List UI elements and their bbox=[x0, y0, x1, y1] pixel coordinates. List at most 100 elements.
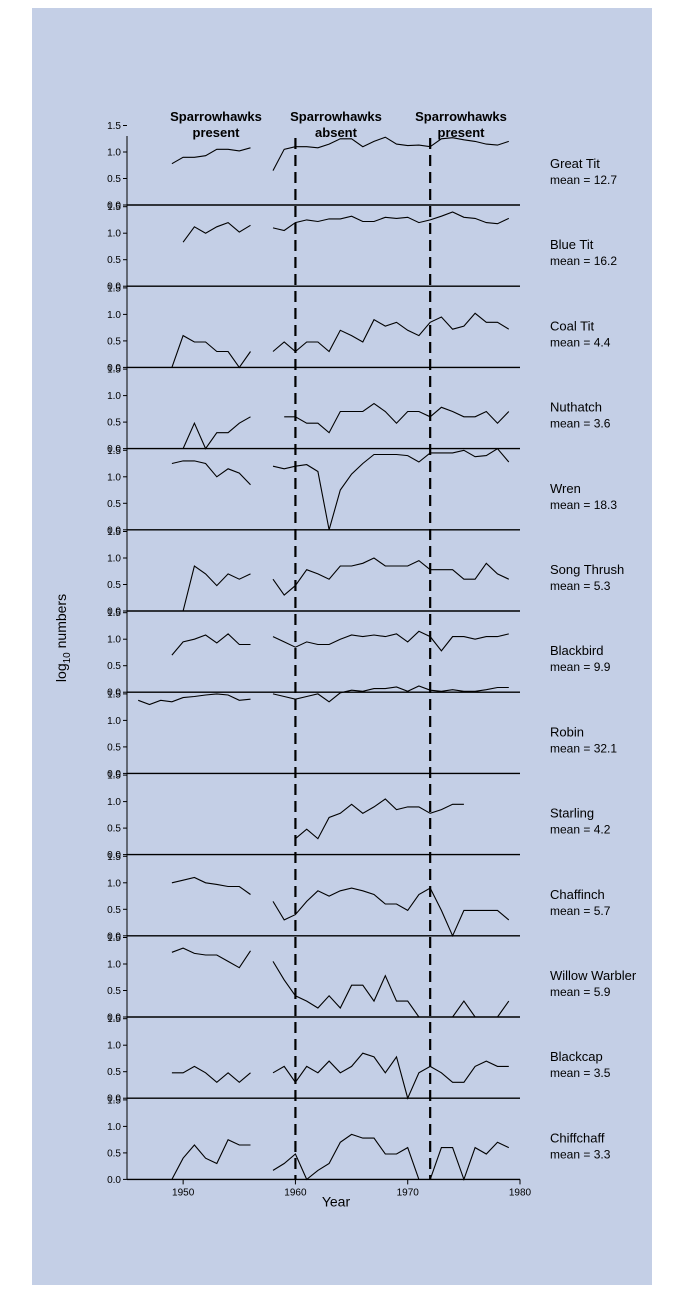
species-label: Great Tit bbox=[550, 156, 600, 171]
y-tick-label: 1.5 bbox=[107, 283, 121, 294]
y-tick-label: 0.0 bbox=[107, 1175, 121, 1186]
y-tick-label: 1.0 bbox=[107, 716, 121, 727]
y-tick-label: 1.5 bbox=[107, 608, 121, 619]
series-line bbox=[171, 1065, 251, 1084]
series-line bbox=[171, 947, 251, 969]
series-line bbox=[272, 630, 509, 652]
y-tick-label: 0.5 bbox=[107, 986, 121, 997]
series-line bbox=[171, 1138, 251, 1180]
series-line bbox=[171, 460, 251, 486]
species-label: Wren bbox=[550, 481, 581, 496]
species-mean-label: mean = 5.3 bbox=[550, 579, 611, 593]
y-tick-label: 1.0 bbox=[107, 960, 121, 971]
y-tick-label: 1.5 bbox=[107, 446, 121, 457]
y-tick-label: 1.0 bbox=[107, 391, 121, 402]
x-tick-label: 1960 bbox=[284, 1187, 307, 1198]
series-line bbox=[272, 887, 510, 938]
x-tick-label: 1980 bbox=[509, 1187, 532, 1198]
series-line bbox=[272, 961, 420, 1018]
y-tick-label: 0.0 bbox=[107, 444, 121, 455]
species-label: Starling bbox=[550, 806, 594, 821]
series-line bbox=[272, 1052, 509, 1100]
y-tick-label: 0.5 bbox=[107, 499, 121, 510]
period-header-line2: absent bbox=[315, 125, 358, 140]
series-line bbox=[272, 1133, 420, 1181]
species-mean-label: mean = 18.3 bbox=[550, 498, 617, 512]
x-axis-label: Year bbox=[322, 1193, 351, 1209]
y-tick-label: 1.0 bbox=[107, 635, 121, 646]
species-mean-label: mean = 5.7 bbox=[550, 904, 611, 918]
y-tick-label: 0.5 bbox=[107, 580, 121, 591]
species-mean-label: mean = 3.3 bbox=[550, 1147, 611, 1161]
y-tick-label: 0.0 bbox=[107, 931, 121, 942]
species-mean-label: mean = 4.4 bbox=[550, 335, 611, 349]
y-tick-label: 1.0 bbox=[107, 554, 121, 565]
y-tick-label: 1.0 bbox=[107, 472, 121, 483]
y-tick-label: 0.0 bbox=[107, 1094, 121, 1105]
y-tick-label: 0.5 bbox=[107, 418, 121, 429]
x-tick-label: 1970 bbox=[397, 1187, 420, 1198]
y-tick-label: 1.5 bbox=[107, 121, 121, 132]
species-mean-label: mean = 9.9 bbox=[550, 660, 611, 674]
period-header-line1: Sparrowhawks bbox=[290, 109, 382, 124]
species-mean-label: mean = 32.1 bbox=[550, 741, 617, 755]
species-label: Willow Warbler bbox=[550, 968, 637, 983]
series-line bbox=[182, 221, 251, 243]
species-label: Chiffchaff bbox=[550, 1130, 605, 1145]
y-tick-label: 0.5 bbox=[107, 255, 121, 266]
y-tick-label: 1.0 bbox=[107, 310, 121, 321]
species-label: Blackbird bbox=[550, 643, 603, 658]
period-header-line1: Sparrowhawks bbox=[170, 109, 262, 124]
y-axis-label: log10 numbers bbox=[53, 594, 73, 682]
y-tick-label: 1.5 bbox=[107, 852, 121, 863]
series-line bbox=[272, 557, 510, 596]
series-line bbox=[182, 565, 251, 612]
series-line bbox=[497, 1000, 510, 1018]
y-tick-label: 0.0 bbox=[107, 607, 121, 618]
series-line bbox=[429, 1141, 510, 1182]
y-tick-label: 0.0 bbox=[107, 769, 121, 780]
series-line bbox=[171, 633, 251, 656]
y-tick-label: 0.5 bbox=[107, 1148, 121, 1159]
series-line bbox=[171, 334, 251, 369]
species-mean-label: mean = 3.5 bbox=[550, 1066, 611, 1080]
y-tick-label: 1.0 bbox=[107, 1041, 121, 1052]
series-line bbox=[272, 211, 510, 232]
y-tick-label: 0.0 bbox=[107, 688, 121, 699]
period-header-line1: Sparrowhawks bbox=[415, 109, 507, 124]
series-line bbox=[284, 402, 510, 434]
series-line bbox=[171, 876, 251, 895]
y-tick-label: 1.5 bbox=[107, 933, 121, 944]
y-tick-label: 0.5 bbox=[107, 336, 121, 347]
species-label: Coal Tit bbox=[550, 318, 594, 333]
y-tick-label: 0.5 bbox=[107, 1067, 121, 1078]
series-line bbox=[452, 1000, 476, 1018]
series-line bbox=[138, 693, 251, 706]
y-tick-label: 1.5 bbox=[107, 527, 121, 538]
species-label: Blue Tit bbox=[550, 237, 594, 252]
species-label: Blackcap bbox=[550, 1049, 603, 1064]
y-tick-label: 0.0 bbox=[107, 850, 121, 861]
y-tick-label: 0.5 bbox=[107, 661, 121, 672]
period-header-line2: present bbox=[193, 125, 241, 140]
y-tick-label: 0.5 bbox=[107, 824, 121, 835]
species-mean-label: mean = 5.9 bbox=[550, 985, 611, 999]
y-tick-label: 1.5 bbox=[107, 1014, 121, 1025]
y-tick-label: 0.0 bbox=[107, 1013, 121, 1024]
y-tick-label: 1.0 bbox=[107, 797, 121, 808]
series-line bbox=[171, 147, 251, 165]
series-line bbox=[272, 136, 509, 171]
series-line bbox=[272, 685, 509, 703]
y-tick-label: 1.5 bbox=[107, 771, 121, 782]
y-tick-label: 1.0 bbox=[107, 878, 121, 889]
species-label: Song Thrush bbox=[550, 562, 624, 577]
y-tick-label: 1.0 bbox=[107, 1122, 121, 1133]
species-label: Nuthatch bbox=[550, 400, 602, 415]
y-tick-label: 1.0 bbox=[107, 148, 121, 159]
series-line bbox=[182, 416, 251, 450]
y-tick-label: 0.0 bbox=[107, 201, 121, 212]
bird-population-chart: SparrowhawkspresentSparrowhawksabsentSpa… bbox=[53, 109, 637, 1209]
species-mean-label: mean = 3.6 bbox=[550, 417, 611, 431]
y-tick-label: 1.5 bbox=[107, 689, 121, 700]
species-label: Robin bbox=[550, 724, 584, 739]
